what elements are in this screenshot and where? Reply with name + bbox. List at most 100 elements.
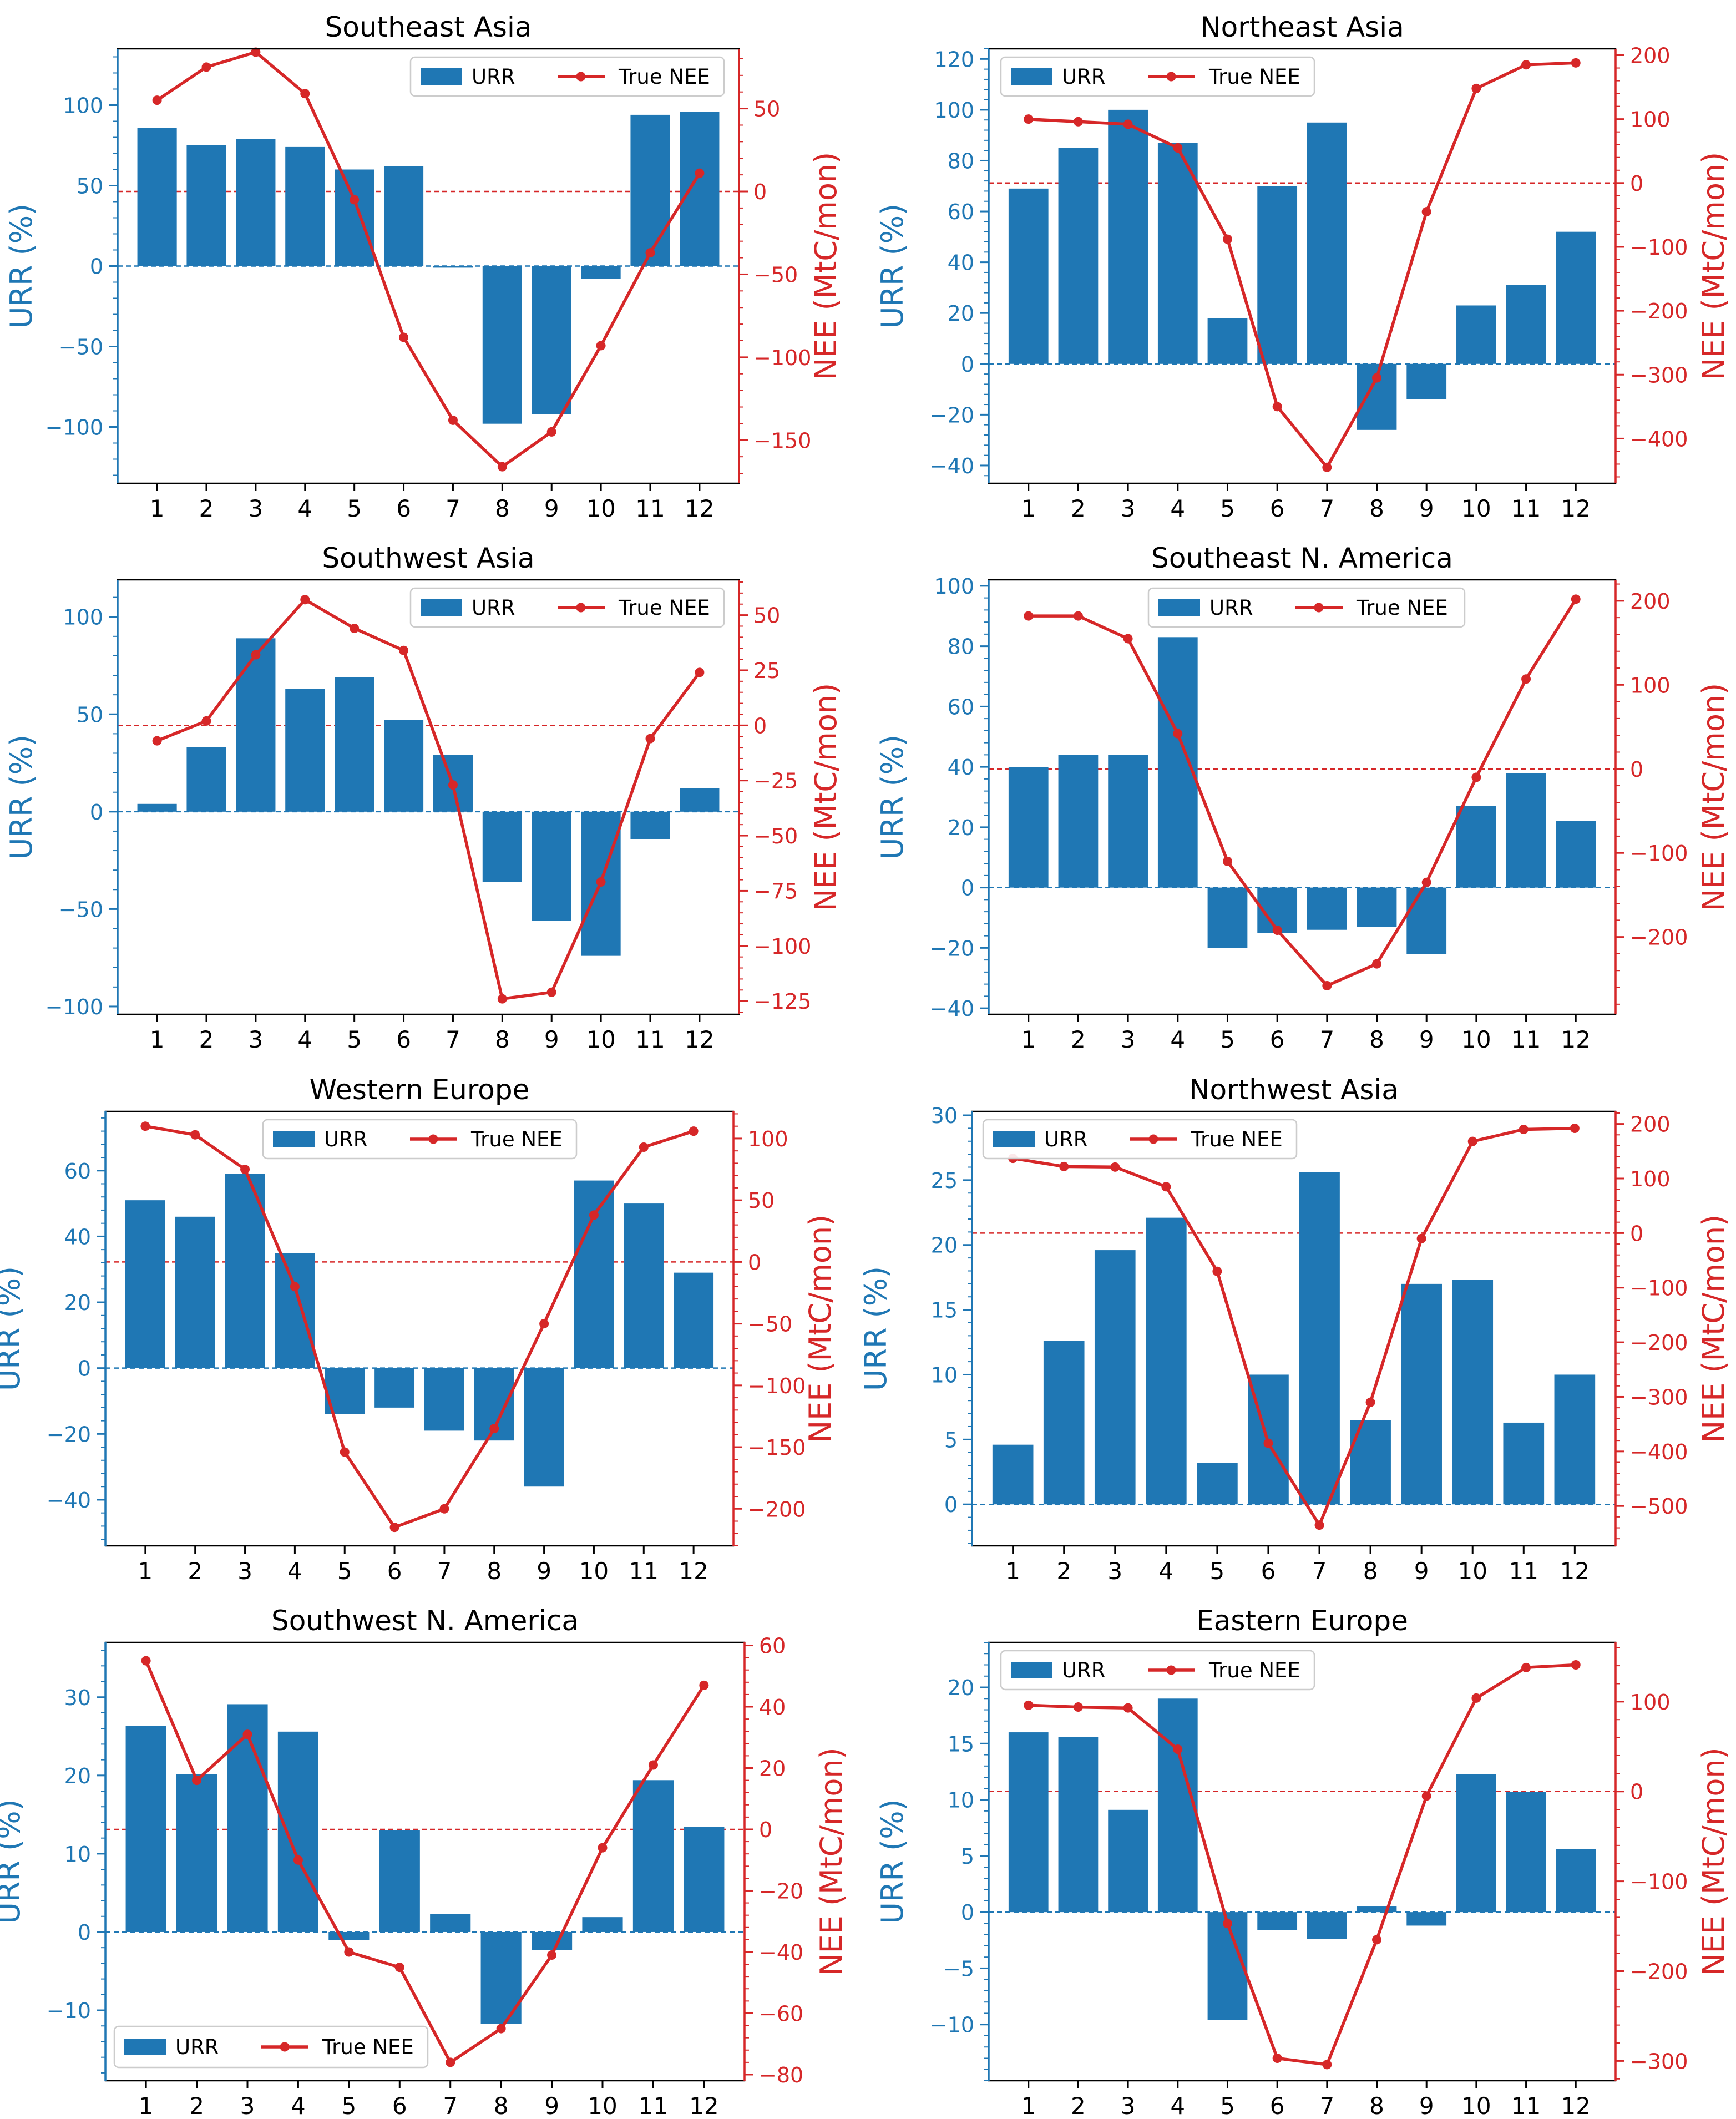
- true-nee-point-month-6: [399, 645, 409, 655]
- true-nee-point-month-7: [448, 415, 458, 425]
- true-nee-point-month-4: [1173, 143, 1183, 153]
- right-tick-label: −200: [1630, 1960, 1688, 1984]
- x-tick-label: 3: [1121, 2092, 1136, 2119]
- left-tick-label: −10: [930, 2013, 974, 2037]
- legend-urr-label: URR: [324, 1127, 368, 1151]
- true-nee-point-month-7: [1314, 1520, 1324, 1530]
- true-nee-point-month-5: [1222, 856, 1232, 866]
- legend-nee-marker: [1148, 1134, 1158, 1144]
- true-nee-point-month-3: [1123, 1703, 1133, 1713]
- urr-bar-month-11: [1506, 285, 1546, 364]
- x-tick-label: 12: [1561, 495, 1591, 522]
- x-tick-label: 10: [586, 1026, 615, 1053]
- true-nee-point-month-7: [1322, 462, 1332, 472]
- right-tick-label: −50: [753, 824, 798, 848]
- legend: URR True NEE: [113, 2025, 429, 2069]
- x-tick-label: 11: [635, 1026, 665, 1053]
- legend: URR True NEE: [1000, 1650, 1315, 1691]
- right-tick-label: 25: [753, 659, 780, 683]
- urr-bar-month-8: [482, 266, 522, 424]
- left-tick-label: 20: [948, 1676, 974, 1700]
- left-tick-label: 0: [961, 876, 974, 901]
- urr-bar-month-11: [1506, 773, 1546, 888]
- true-nee-line: [156, 50, 701, 468]
- urr-bar-month-9: [532, 1931, 573, 1950]
- chart-panel-8: Eastern Europe−10−505101520−300−200−1000…: [875, 1605, 1731, 2119]
- right-tick-label: 0: [753, 180, 767, 204]
- urr-bar-month-10: [1456, 806, 1496, 888]
- legend-urr-swatch: [993, 1131, 1035, 1147]
- y-axis-label: URR (%): [858, 1266, 893, 1391]
- urr-bar-month-10: [581, 266, 621, 279]
- urr-bar-month-8: [1357, 887, 1397, 927]
- true-nee-point-month-4: [300, 595, 310, 605]
- x-tick-label: 5: [347, 495, 362, 522]
- urr-bar-month-9: [1406, 363, 1447, 399]
- left-tick-label: −50: [59, 335, 103, 360]
- urr-bar-month-1: [992, 1444, 1034, 1505]
- left-tick-label: 15: [948, 1732, 974, 1756]
- left-tick-label: −20: [930, 403, 974, 427]
- x-tick-label: 11: [629, 1557, 659, 1585]
- legend-nee-marker: [280, 2042, 290, 2052]
- right-tick-label: −100: [1630, 841, 1688, 866]
- true-nee-point-month-2: [1073, 117, 1083, 127]
- right-tick-label: −75: [753, 879, 798, 903]
- x-tick-label: 4: [297, 1026, 312, 1053]
- x-tick-label: 1: [1021, 2092, 1036, 2119]
- legend-urr-label: URR: [472, 65, 515, 89]
- urr-bar-month-11: [1506, 1792, 1546, 1913]
- right-tick-label: −100: [753, 346, 811, 370]
- true-nee-point-month-3: [251, 47, 261, 57]
- left-tick-label: −40: [47, 1488, 91, 1513]
- true-nee-point-month-4: [1173, 729, 1183, 739]
- urr-bar-month-1: [137, 128, 177, 266]
- y2-axis-label: NEE (MtC/mon): [814, 1747, 849, 1975]
- x-tick-label: 3: [249, 495, 264, 522]
- right-tick-label: 200: [1630, 44, 1671, 68]
- true-nee-point-month-1: [141, 1656, 151, 1666]
- urr-bar-month-4: [1157, 1698, 1198, 1913]
- left-tick-label: −100: [45, 995, 103, 1019]
- true-nee-point-month-8: [497, 994, 507, 1004]
- legend-nee-label: True NEE: [470, 1127, 563, 1151]
- x-tick-label: 5: [341, 2092, 356, 2119]
- urr-bar-month-10: [582, 1917, 623, 1932]
- right-tick-label: −400: [1630, 427, 1688, 451]
- legend-nee-label: True NEE: [1208, 1658, 1300, 1682]
- right-tick-label: −200: [1630, 926, 1688, 950]
- urr-bar-month-1: [125, 1200, 165, 1368]
- true-nee-point-month-3: [1123, 119, 1133, 129]
- x-tick-label: 7: [1319, 1026, 1334, 1053]
- urr-bar-month-2: [1058, 1737, 1099, 1913]
- urr-bar-month-3: [1108, 755, 1148, 888]
- urr-bar-month-9: [1406, 1912, 1447, 1926]
- urr-bar-month-3: [236, 139, 276, 266]
- x-tick-label: 9: [1419, 2092, 1434, 2119]
- urr-bar-month-12: [684, 1827, 725, 1932]
- right-tick-label: −200: [748, 1497, 806, 1521]
- left-tick-label: 0: [90, 255, 103, 279]
- urr-bar-month-5: [1207, 318, 1248, 364]
- urr-bar-month-6: [379, 1830, 420, 1932]
- left-tick-label: 80: [948, 149, 974, 173]
- right-tick-label: 200: [1630, 589, 1671, 614]
- true-nee-point-month-1: [1024, 114, 1034, 124]
- right-tick-label: −100: [753, 934, 811, 959]
- legend-urr-label: URR: [472, 596, 515, 620]
- x-tick-label: 10: [586, 495, 615, 522]
- true-nee-point-month-5: [340, 1447, 350, 1457]
- legend-nee-label: True NEE: [1356, 596, 1448, 620]
- true-nee-point-month-9: [1421, 207, 1431, 217]
- y2-axis-label: NEE (MtC/mon): [1696, 1215, 1731, 1443]
- left-tick-label: 0: [961, 352, 974, 377]
- x-tick-label: 2: [199, 495, 214, 522]
- true-nee-point-month-4: [1173, 1744, 1183, 1754]
- x-tick-label: 6: [392, 2092, 407, 2119]
- urr-bar-month-4: [275, 1253, 315, 1368]
- legend: URR True NEE: [1147, 587, 1466, 628]
- x-tick-label: 8: [495, 495, 510, 522]
- legend-urr-swatch: [1011, 1662, 1052, 1678]
- x-tick-label: 11: [1511, 1026, 1541, 1053]
- true-nee-point-month-12: [695, 168, 705, 178]
